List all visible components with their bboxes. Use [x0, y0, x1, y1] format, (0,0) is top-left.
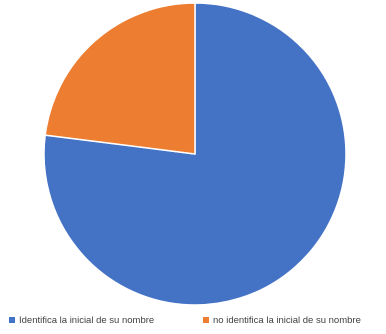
- pie-slice-identifica: [43, 2, 347, 306]
- legend-swatch-identifica: [9, 317, 15, 323]
- legend-swatch-no-identifica: [203, 317, 209, 323]
- legend-label-identifica: Identifica la inicial de su nombre: [19, 315, 154, 326]
- legend: Identifica la inicial de su nombre no id…: [9, 315, 361, 326]
- pie-slices: [43, 2, 347, 306]
- legend-label-no-identifica: no identifica la inicial de su nombre: [213, 315, 361, 326]
- pie-slice-no-identifica: [44, 2, 196, 155]
